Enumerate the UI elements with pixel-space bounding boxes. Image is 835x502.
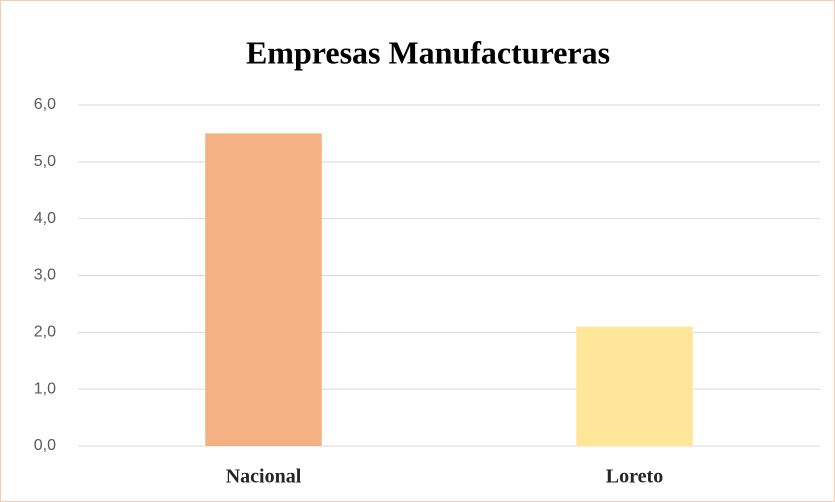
y-tick-label: 1,0 — [34, 380, 56, 397]
y-tick-label: 2,0 — [34, 324, 56, 341]
y-tick-label: 6,0 — [34, 96, 56, 113]
y-tick-label: 3,0 — [34, 267, 56, 284]
y-tick-label: 0,0 — [34, 437, 56, 454]
y-tick-label: 5,0 — [34, 153, 56, 170]
x-tick-label: Nacional — [226, 466, 302, 488]
chart-title: Empresas Manufactureras — [246, 34, 610, 70]
x-tick-label: Loreto — [606, 466, 663, 488]
y-tick-label: 4,0 — [34, 210, 56, 227]
bar — [576, 326, 693, 446]
bar — [205, 133, 322, 446]
